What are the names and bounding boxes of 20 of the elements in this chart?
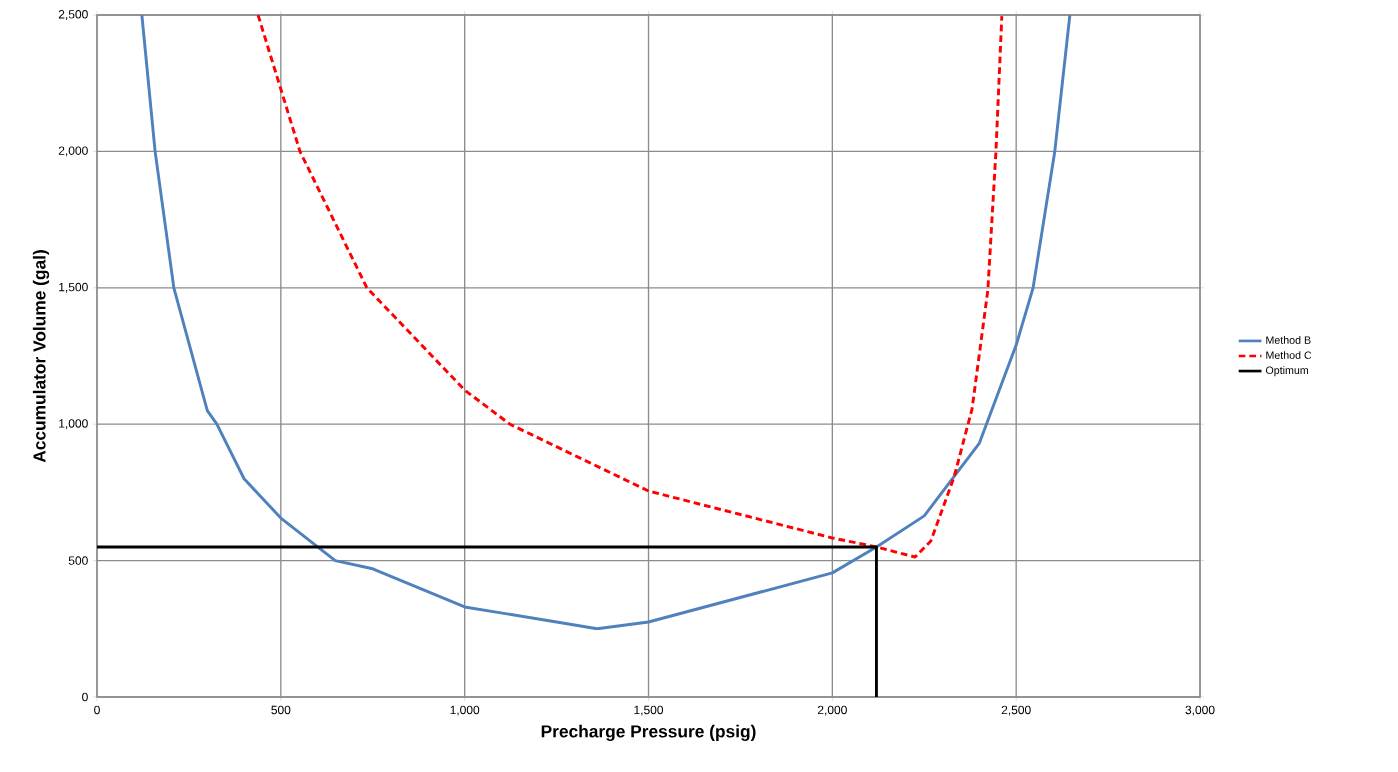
x-axis-title: Precharge Pressure (psig) [541,724,756,742]
y-tick-label: 1,000 [59,419,88,430]
y-tick-label: 2,000 [58,146,88,157]
x-tick-label: 2,500 [1001,705,1031,716]
line-series [140,15,1072,631]
y-tick-label: 1,500 [59,282,88,293]
y-tick-label: 500 [68,556,88,565]
x-tick-label: 500 [271,705,291,715]
y-tick-label: 2,500 [58,10,88,20]
y-tick-label: 0 [82,692,88,702]
x-tick-label: 1,000 [450,705,480,716]
line-series [256,15,1004,559]
x-tick-label: 0 [94,705,100,715]
y-axis-title: Accumulator Volume (gal) [32,250,50,463]
x-tick-label: 1,500 [634,705,664,716]
x-tick-label: 2,000 [817,705,847,716]
legend-label: Optimum [1265,366,1309,377]
x-tick-label: 3,000 [1185,705,1215,716]
legend-label: Method C [1266,351,1312,359]
legend-label: Method B [1266,336,1311,344]
